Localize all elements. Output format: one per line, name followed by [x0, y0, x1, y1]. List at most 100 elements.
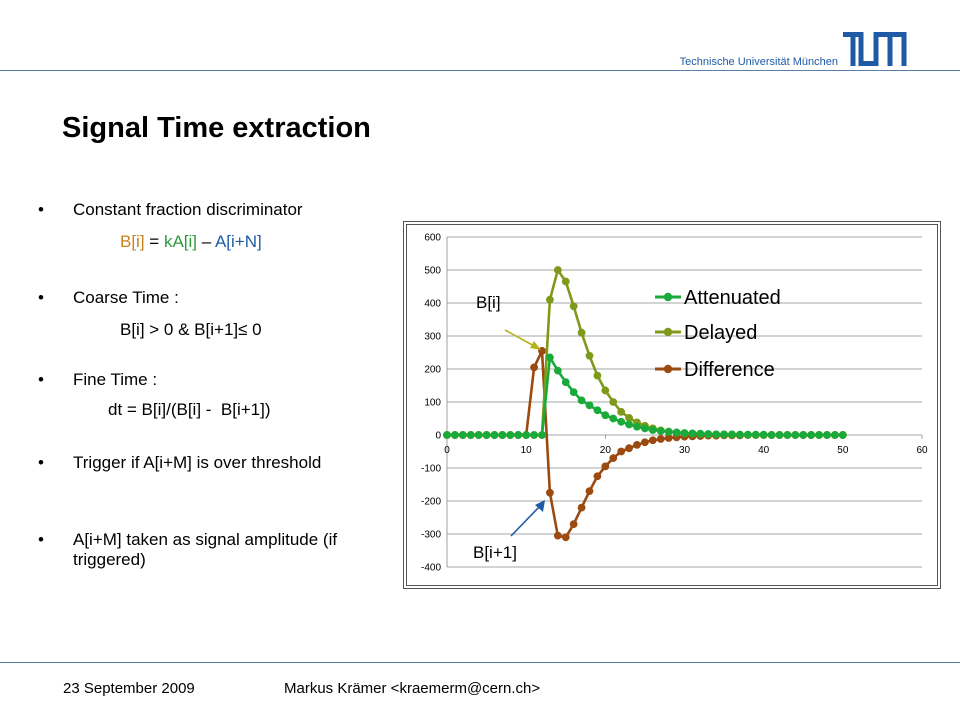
- bullet-text: Constant fraction discriminator: [73, 200, 303, 219]
- legend-label: Difference: [684, 359, 775, 381]
- data-point-difference: [656, 435, 665, 443]
- bullet-icon: •: [38, 370, 44, 389]
- data-point-attenuated: [704, 430, 713, 438]
- data-point-difference: [530, 363, 538, 372]
- x-tick-label: 60: [916, 445, 928, 456]
- legend-marker: [663, 327, 673, 337]
- bullet-text: A[i+M] taken as signal amplitude (if tri…: [73, 530, 338, 569]
- data-point-attenuated: [720, 430, 728, 439]
- data-point-difference: [585, 487, 594, 495]
- formula-eq: =: [144, 232, 164, 251]
- legend-marker: [663, 364, 673, 374]
- data-point-attenuated: [601, 411, 610, 420]
- data-point-delayed: [546, 295, 554, 304]
- data-point-difference: [617, 447, 626, 456]
- data-point-attenuated: [641, 424, 649, 433]
- legend-label: Attenuated: [684, 287, 781, 309]
- formula-b: B[i]: [120, 232, 145, 251]
- data-point-attenuated: [609, 414, 618, 423]
- data-point-difference: [609, 454, 618, 462]
- data-point-difference: [625, 444, 633, 453]
- data-point-delayed: [569, 302, 578, 311]
- data-point-attenuated: [443, 431, 451, 439]
- data-point-attenuated: [775, 431, 784, 439]
- data-point-attenuated: [546, 353, 554, 362]
- y-tick-label: 500: [424, 266, 441, 277]
- data-point-attenuated: [538, 431, 546, 439]
- data-point-attenuated: [585, 401, 594, 410]
- data-point-delayed: [577, 328, 586, 337]
- data-point-attenuated: [593, 406, 602, 415]
- cfd-formula: B[i] = kA[i] – A[i+N]: [120, 232, 262, 252]
- data-point-attenuated: [577, 396, 586, 405]
- data-point-delayed: [553, 266, 562, 274]
- footer-rule: [0, 662, 960, 663]
- annotation-bi: B[i]: [476, 293, 501, 312]
- data-point-delayed: [625, 413, 633, 422]
- data-point-attenuated: [823, 431, 831, 439]
- coarse-formula: B[i] > 0 & B[i+1]≤ 0: [120, 320, 262, 339]
- data-point-attenuated: [625, 420, 633, 429]
- legend-marker: [663, 292, 673, 302]
- data-point-attenuated: [482, 431, 491, 439]
- data-point-attenuated: [743, 430, 752, 439]
- header-rule: [0, 70, 960, 71]
- data-point-delayed: [561, 277, 570, 286]
- data-point-attenuated: [688, 429, 697, 438]
- data-point-delayed: [609, 398, 618, 406]
- data-point-difference: [593, 472, 602, 481]
- y-tick-label: 600: [424, 233, 441, 244]
- tum-logo-icon: [843, 32, 907, 66]
- data-point-attenuated: [799, 431, 808, 439]
- data-point-attenuated: [530, 431, 538, 439]
- y-tick-label: 100: [424, 398, 441, 409]
- series-line-delayed: [447, 266, 843, 437]
- bullet-icon: •: [38, 200, 44, 219]
- y-tick-label: -400: [421, 563, 441, 574]
- data-point-delayed: [601, 386, 610, 395]
- data-point-attenuated: [712, 430, 721, 439]
- annotation-bi1: B[i+1]: [473, 543, 517, 562]
- y-tick-label: 300: [424, 332, 441, 343]
- data-point-attenuated: [751, 430, 760, 439]
- formula-a: A[i+N]: [214, 232, 262, 251]
- data-point-attenuated: [466, 431, 475, 439]
- chart-frame: [403, 221, 941, 589]
- data-point-attenuated: [696, 429, 705, 438]
- data-point-delayed: [593, 371, 602, 380]
- data-point-attenuated: [514, 431, 523, 439]
- data-point-difference: [577, 503, 586, 512]
- data-point-attenuated: [664, 427, 673, 436]
- arrowhead-icon: [530, 341, 541, 350]
- data-point-attenuated: [728, 430, 736, 439]
- data-point-attenuated: [767, 431, 776, 439]
- data-point-attenuated: [815, 431, 823, 439]
- y-tick-label: -100: [421, 464, 441, 475]
- x-tick-label: 20: [600, 445, 612, 456]
- data-point-attenuated: [656, 427, 665, 435]
- data-point-difference: [601, 462, 610, 471]
- bullet-icon: •: [38, 453, 44, 472]
- data-point-difference: [546, 488, 554, 497]
- data-point-attenuated: [451, 431, 459, 439]
- x-tick-label: 40: [758, 445, 770, 456]
- x-tick-label: 0: [444, 445, 450, 456]
- formula-ka: kA[i]: [163, 232, 197, 251]
- data-point-attenuated: [506, 431, 515, 439]
- university-name: Technische Universität München: [679, 56, 838, 68]
- bullet-text: Trigger if A[i+M] is over threshold: [73, 453, 322, 472]
- y-tick-label: 200: [424, 365, 441, 376]
- data-point-attenuated: [736, 430, 744, 439]
- y-tick-label: 0: [435, 431, 441, 442]
- data-point-attenuated: [783, 431, 792, 439]
- data-point-attenuated: [831, 431, 839, 439]
- data-point-attenuated: [633, 422, 641, 431]
- data-point-attenuated: [648, 426, 657, 434]
- data-point-attenuated: [672, 428, 681, 437]
- data-point-difference: [569, 520, 578, 528]
- data-point-difference: [648, 436, 657, 445]
- data-point-difference: [561, 533, 570, 542]
- data-point-attenuated: [838, 431, 847, 439]
- data-point-delayed: [617, 407, 626, 416]
